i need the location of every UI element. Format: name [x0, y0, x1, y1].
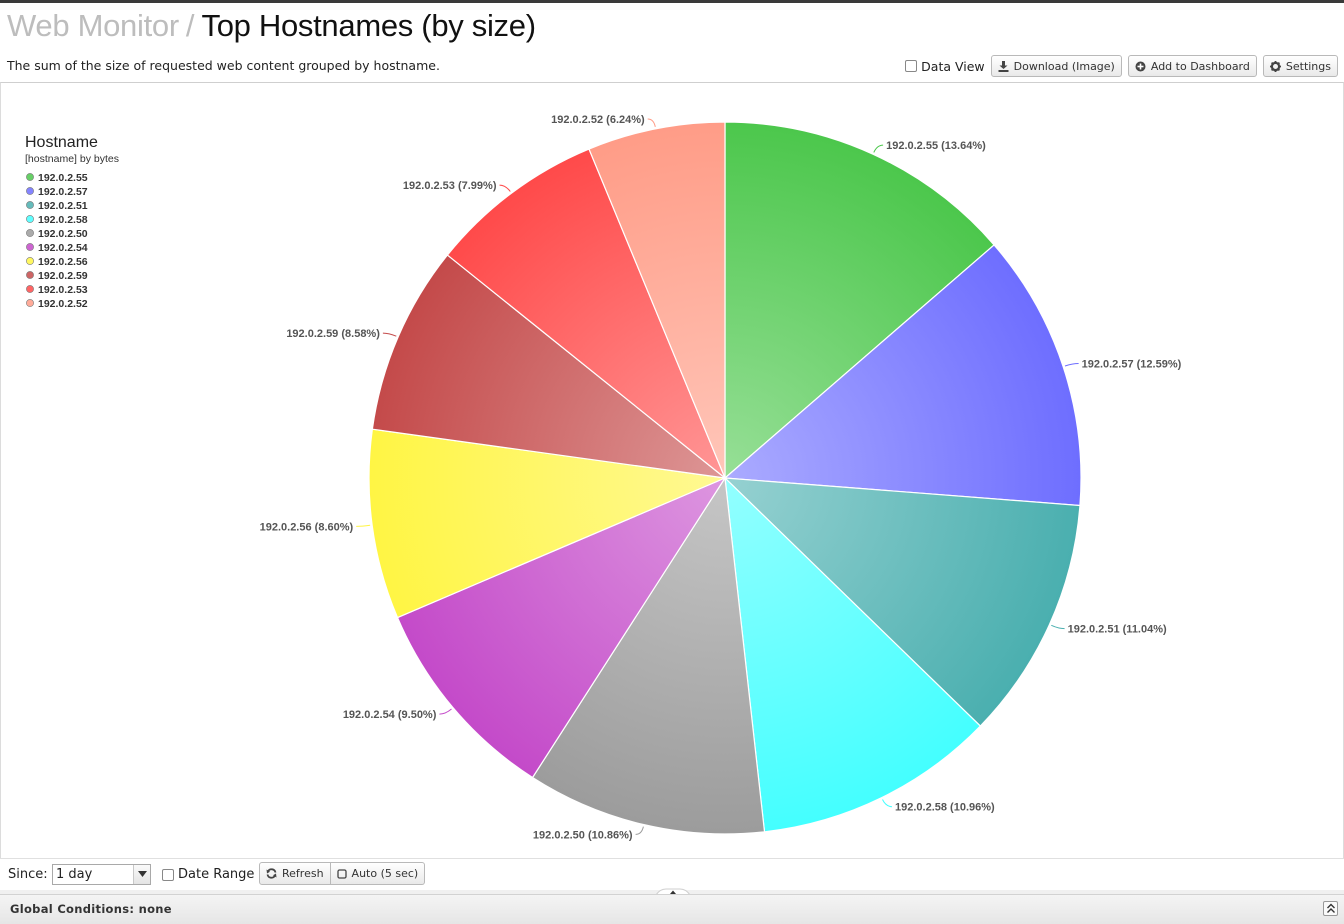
time-controls: Since: 1 day Date Range	[0, 858, 1344, 890]
data-view-label: Data View	[921, 58, 985, 74]
pie-chart: Hostname [hostname] by bytes 192.0.2.55 1…	[25, 114, 1182, 841]
date-range-label: Date Range	[178, 867, 255, 882]
auto-refresh-label: Auto (5 sec)	[351, 867, 419, 880]
download-image-button[interactable]: Download (Image)	[990, 55, 1122, 77]
legend-swatch	[26, 173, 34, 181]
add-to-dashboard-button[interactable]: Add to Dashboard	[1127, 55, 1257, 77]
refresh-button-group: Refresh Auto (5 sec)	[259, 862, 426, 885]
pie-data-label: 192.0.2.53 (7.99%)	[403, 180, 497, 192]
breadcrumb-separator: /	[185, 8, 195, 43]
double-chevron-up-icon	[1327, 903, 1335, 913]
gear-icon	[1269, 60, 1281, 72]
since-dropdown-arrow[interactable]	[133, 865, 150, 884]
pie-slice-192-0-2-54[interactable]	[396, 476, 727, 779]
pie-slice-192-0-2-57[interactable]	[723, 244, 1082, 507]
collapse-button[interactable]	[1323, 901, 1338, 916]
legend-swatch	[26, 229, 34, 237]
legend-item-label[interactable]: 192.0.2.53	[38, 284, 88, 296]
date-range-checkbox[interactable]	[162, 868, 174, 881]
legend-swatch	[26, 257, 34, 265]
since-label: Since:	[8, 867, 48, 882]
pie-slice-192-0-2-59[interactable]	[371, 254, 728, 479]
pie-slice-192-0-2-55[interactable]	[724, 121, 995, 480]
settings-button[interactable]: Settings	[1262, 55, 1338, 77]
pie-slice-192-0-2-53[interactable]	[446, 148, 726, 479]
legend-item-label[interactable]: 192.0.2.55	[38, 172, 88, 184]
refresh-label: Refresh	[282, 867, 324, 880]
chart-legend: Hostname [hostname] by bytes 192.0.2.55 1…	[25, 134, 119, 310]
legend-item-label[interactable]: 192.0.2.56	[38, 256, 88, 268]
since-value: 1 day	[56, 867, 93, 882]
add-to-dashboard-label: Add to Dashboard	[1150, 59, 1250, 73]
legend-title: Hostname	[25, 134, 98, 151]
pie-labels: 192.0.2.55 (13.64%) 192.0.2.57 (12.59%) 19…	[260, 114, 1182, 841]
pie-label-connector	[635, 826, 644, 835]
pie-slice-192-0-2-50[interactable]	[531, 476, 766, 835]
pie-slices	[368, 121, 1082, 835]
legend-swatch	[26, 243, 34, 251]
data-view-toggle[interactable]: Data View	[905, 58, 985, 74]
page-header: Web Monitor / Top Hostnames (by size)	[7, 8, 536, 48]
global-conditions-bar[interactable]: Global Conditions: none	[0, 894, 1344, 924]
download-icon	[998, 60, 1009, 72]
pie-label-connector	[499, 184, 511, 192]
pie-label-connector	[356, 524, 371, 527]
since-select[interactable]: 1 day	[52, 864, 151, 885]
pie-label-connector	[382, 332, 397, 337]
pie-slice-192-0-2-56[interactable]	[368, 428, 728, 619]
legend-item-label[interactable]: 192.0.2.50	[38, 228, 88, 240]
pie-data-label: 192.0.2.54 (9.50%)	[343, 709, 437, 721]
auto-refresh-button[interactable]: Auto (5 sec)	[330, 862, 426, 885]
legend-swatch	[26, 285, 34, 293]
legend-subtitle: [hostname] by bytes	[25, 153, 119, 165]
pie-data-label: 192.0.2.56 (8.60%)	[260, 521, 354, 533]
pie-label-connector	[439, 708, 452, 715]
square-icon	[336, 868, 347, 879]
report-toolbar: Data View Download (Image) Add to Dashbo…	[905, 55, 1338, 77]
legend-swatch	[26, 201, 34, 209]
pie-label-connector	[1064, 363, 1079, 367]
pie-label-connector	[647, 118, 656, 128]
pie-data-label: 192.0.2.59 (8.58%)	[286, 328, 380, 340]
legend-item-label[interactable]: 192.0.2.51	[38, 200, 88, 212]
page-subtitle: The sum of the size of requested web con…	[7, 58, 440, 73]
pie-label-connector	[1051, 624, 1065, 630]
pie-slice-192-0-2-51[interactable]	[723, 477, 1081, 727]
settings-label: Settings	[1285, 59, 1331, 73]
breadcrumb-web-monitor[interactable]: Web Monitor	[7, 8, 179, 43]
pie-data-label: 192.0.2.58 (10.96%)	[895, 802, 995, 814]
legend-swatch	[26, 271, 34, 279]
chevron-down-icon	[138, 871, 147, 877]
pie-data-label: 192.0.2.57 (12.59%)	[1082, 359, 1182, 371]
legend-swatch	[26, 299, 34, 307]
legend-swatch	[26, 187, 34, 195]
window-top-border	[0, 0, 1344, 3]
data-view-checkbox[interactable]	[905, 60, 918, 72]
legend-item-label[interactable]: 192.0.2.52	[38, 298, 88, 310]
page-title: Top Hostnames (by size)	[201, 8, 537, 43]
pie-data-label: 192.0.2.50 (10.86%)	[533, 829, 633, 841]
download-image-label: Download (Image)	[1013, 59, 1115, 73]
legend-item-label[interactable]: 192.0.2.57	[38, 186, 88, 198]
refresh-button[interactable]: Refresh	[259, 862, 331, 885]
legend-item-label[interactable]: 192.0.2.54	[38, 242, 88, 254]
pie-label-connector	[873, 144, 884, 153]
pie-slice-192-0-2-52[interactable]	[588, 121, 726, 479]
pie-data-label: 192.0.2.51 (11.04%)	[1068, 624, 1167, 636]
pie-data-label: 192.0.2.52 (6.24%)	[551, 114, 645, 126]
pie-label-connector	[882, 799, 893, 808]
plus-circle-icon	[1135, 61, 1146, 71]
legend-item-label[interactable]: 192.0.2.58	[38, 214, 88, 226]
legend-item-label[interactable]: 192.0.2.59	[38, 270, 88, 282]
pie-slice-192-0-2-58[interactable]	[724, 476, 982, 833]
global-conditions-text: Global Conditions: none	[10, 902, 172, 916]
legend-swatch	[26, 215, 34, 223]
splitter-handle-icon[interactable]	[656, 887, 690, 895]
pie-data-label: 192.0.2.55 (13.64%)	[886, 140, 986, 152]
refresh-icon	[266, 868, 277, 879]
date-range-toggle[interactable]: Date Range	[162, 867, 254, 882]
chart-panel: Hostname [hostname] by bytes 192.0.2.55 1…	[0, 82, 1344, 858]
